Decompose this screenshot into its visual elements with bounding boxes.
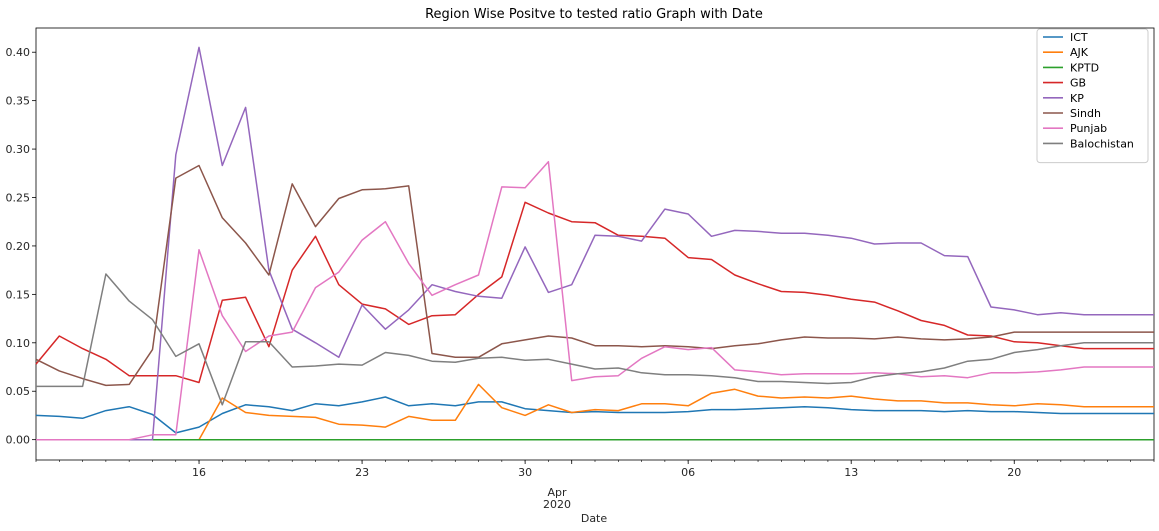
legend-label: Sindh [1070,107,1101,120]
x-tick-label: 30 [518,466,532,479]
legend-label: GB [1070,77,1086,90]
series-line-punjab [36,160,1154,441]
x-year-label: 2020 [543,498,571,511]
series-line-gb [35,201,1154,384]
y-tick-label: 0.25 [6,192,31,205]
series-lines [35,46,1154,441]
y-tick-label: 0.35 [6,95,31,108]
x-tick-label: 13 [844,466,858,479]
legend-label: ICT [1070,31,1088,44]
plot-area-frame [35,27,1155,461]
y-tick-label: 0.15 [6,288,31,301]
y-tick-label: 0.05 [6,385,31,398]
y-tick-label: 0.20 [6,240,31,253]
x-axis: 16 23 30 06 13 20 [35,460,1155,479]
y-tick-label: 0.30 [6,143,31,156]
y-tick-label: 0.40 [6,46,31,59]
x-tick-label: 06 [681,466,695,479]
x-month-label: Apr [547,486,567,499]
y-axis: 0.00 0.05 0.10 0.15 0.20 0.25 0.30 0.35 0.40 [6,46,36,447]
legend-label: KPTD [1070,61,1099,74]
legend-label: Balochistan [1070,137,1134,150]
legend-label: AJK [1070,46,1089,59]
series-line-ajk [36,383,1154,441]
series-line-sindh [35,164,1154,387]
x-tick-label: 16 [192,466,206,479]
y-tick-label: 0.00 [6,434,31,447]
series-line-balochistan [36,273,1154,406]
x-axis-label: Date [581,512,608,525]
legend-box [1036,28,1149,164]
y-tick-label: 0.10 [6,337,31,350]
legend-label: KP [1070,92,1084,105]
series-line-ict [35,396,1154,434]
series-line-kp [36,46,1154,441]
x-tick-label: 20 [1007,466,1021,479]
legend-label: Punjab [1070,122,1107,135]
x-tick-label: 23 [355,466,369,479]
chart-title: Region Wise Positve to tested ratio Grap… [425,7,763,22]
legend: ICT AJK KPTD GB KP Sindh Punjab Balochistan [1036,28,1149,164]
